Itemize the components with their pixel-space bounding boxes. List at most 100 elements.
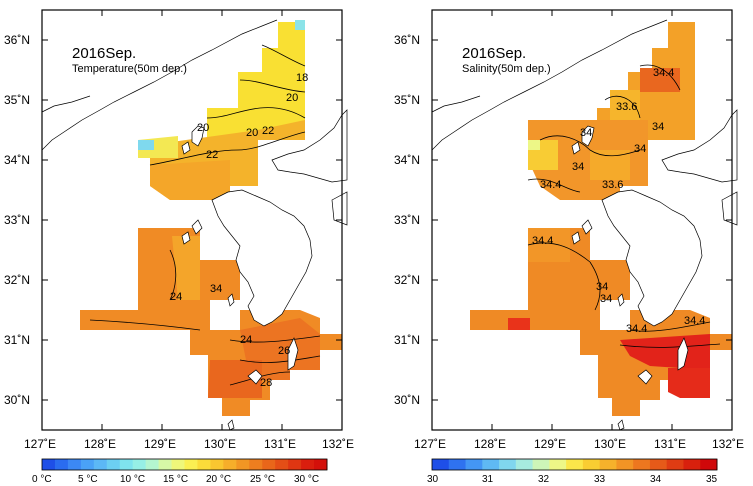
colorbar-label: 30 °C [294, 474, 319, 485]
y-tick-label: 36˚N [4, 33, 30, 47]
colorbar-swatch [158, 459, 173, 470]
colorbar-label: 35 [706, 474, 718, 485]
colorbar-swatch [42, 459, 56, 470]
colorbar-swatch [93, 459, 108, 470]
colorbar-swatch [666, 459, 684, 470]
x-tick-label: 130˚E [204, 437, 236, 451]
salinity-title: 2016Sep. [462, 45, 526, 62]
colorbar-swatch [119, 459, 134, 470]
colorbar-swatch [649, 459, 668, 470]
y-tick-label: 35˚N [394, 93, 420, 107]
y-tick-label: 35˚N [4, 93, 30, 107]
salinity-y-axis: 36˚N 35˚N 34˚N 33˚N 32˚N 31˚N 30˚N [394, 33, 732, 407]
salinity-contour-labels: 34.4 33.6 34 34 34 34 34.4 33.6 34.4 34 … [532, 67, 705, 335]
colorbar-swatch [499, 459, 517, 470]
colorbar-swatch [132, 459, 147, 470]
colorbar-swatch [106, 459, 121, 470]
x-tick-label: 131˚E [264, 437, 296, 451]
colorbar-swatch [515, 459, 534, 470]
salinity-colorbar-labels: 30 31 32 33 34 35 [427, 474, 718, 485]
contour-label: 20 [246, 127, 258, 139]
contour-label: 18 [296, 72, 308, 84]
salinity-panel: 34.4 33.6 34 34 34 34 34.4 33.6 34.4 34 … [394, 9, 744, 485]
y-tick-label: 33˚N [4, 213, 30, 227]
y-tick-label: 32˚N [394, 273, 420, 287]
colorbar-swatch [582, 459, 601, 470]
contour-label: 34 [652, 121, 664, 133]
colorbar-swatch [448, 459, 467, 470]
colorbar-swatch [482, 459, 500, 470]
contour-label: 22 [206, 149, 218, 161]
colorbar-label: 10 °C [120, 474, 145, 485]
contour-label: 33.6 [616, 101, 637, 113]
colorbar-swatch [80, 459, 95, 470]
x-tick-label: 132˚E [322, 437, 354, 451]
x-tick-label: 127˚E [414, 437, 446, 451]
colorbar-label: 30 [427, 474, 439, 485]
contour-label: 34 [600, 293, 612, 305]
colorbar-label: 34 [650, 474, 662, 485]
contour-label: 34.4 [653, 67, 674, 79]
contour-label: 28 [260, 377, 272, 389]
colorbar-swatch [197, 459, 211, 470]
x-tick-label: 129˚E [534, 437, 566, 451]
colorbar-outline [431, 458, 718, 471]
temperature-panel: 18 20 20 20 22 22 24 24 26 28 34 2016Sep… [4, 9, 354, 485]
x-tick-label: 128˚E [84, 437, 116, 451]
colorbar-label: 0 °C [32, 474, 52, 485]
colorbar-swatch [171, 459, 185, 470]
colorbar-swatch [223, 459, 237, 470]
salinity-contours [527, 64, 721, 348]
colorbar-swatch [301, 459, 315, 470]
colorbar-swatch [549, 459, 567, 470]
y-tick-label: 32˚N [4, 273, 30, 287]
y-tick-label: 34˚N [394, 153, 420, 167]
x-tick-label: 130˚E [594, 437, 626, 451]
y-tick-label: 31˚N [4, 333, 30, 347]
y-tick-label: 30˚N [4, 393, 30, 407]
temperature-x-axis: 127˚E 128˚E 129˚E 130˚E 131˚E 132˚E [24, 10, 354, 451]
y-tick-label: 34˚N [4, 153, 30, 167]
colorbar-swatch [288, 459, 302, 470]
salinity-field [470, 22, 732, 416]
colorbar-swatch [683, 459, 701, 470]
contour-label: 33.6 [602, 179, 623, 191]
colorbar-swatch [262, 459, 276, 470]
contour-label: 20 [286, 92, 298, 104]
y-tick-label: 36˚N [394, 33, 420, 47]
colorbar-swatch [700, 459, 718, 470]
colorbar-label: 15 °C [163, 474, 188, 485]
colorbar-swatch [616, 459, 634, 470]
contour-label: 24 [240, 334, 252, 346]
x-tick-label: 127˚E [24, 437, 56, 451]
contour-label: 22 [262, 125, 274, 137]
y-tick-label: 30˚N [394, 393, 420, 407]
colorbar-label: 32 [538, 474, 550, 485]
colorbar-swatch [532, 459, 550, 470]
colorbar-swatch [54, 459, 69, 470]
contour-label: 34 [580, 127, 592, 139]
contour-label: 24 [170, 291, 182, 303]
x-tick-label: 128˚E [474, 437, 506, 451]
colorbar-swatch [145, 459, 160, 470]
colorbar-swatch [249, 459, 263, 470]
contour-label: 34.4 [684, 315, 705, 327]
contour-label: 26 [278, 345, 290, 357]
x-tick-label: 129˚E [144, 437, 176, 451]
colorbar-outline [41, 458, 328, 471]
colorbar-swatch [599, 459, 617, 470]
contour-label: 34 [572, 161, 584, 173]
colorbar-swatch [184, 459, 198, 470]
colorbar-swatch [633, 459, 651, 470]
colorbar-label: 31 [482, 474, 494, 485]
contour-label: 20 [197, 122, 209, 134]
colorbar-swatch [67, 459, 82, 470]
temperature-title: 2016Sep. [72, 45, 136, 62]
y-tick-label: 33˚N [394, 213, 420, 227]
salinity-x-axis: 127˚E 128˚E 129˚E 130˚E 131˚E 132˚E [414, 10, 744, 451]
temperature-field [80, 20, 342, 416]
temperature-y-axis: 36˚N 35˚N 34˚N 33˚N 32˚N 31˚N 30˚N [4, 33, 342, 407]
colorbar-swatch [465, 459, 483, 470]
salinity-colorbar [431, 458, 718, 471]
